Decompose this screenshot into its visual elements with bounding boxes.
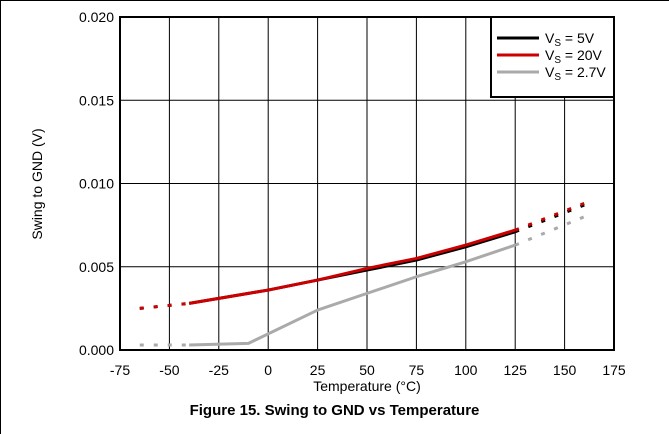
- plot-border: [119, 16, 615, 351]
- x-axis-title: Temperature (°C): [313, 378, 421, 394]
- legend-box: [490, 16, 615, 98]
- series-line: [189, 243, 516, 347]
- swing-to-gnd-chart: -75 -50 -25 0 25 50 75 100 125 150 175 0.0000.0050…: [29, 9, 626, 394]
- x-tick-label: 150: [553, 362, 577, 378]
- x-tick-label: 25: [310, 362, 326, 378]
- frame-left-border: [0, 0, 1, 434]
- y-tick-label: 0.015: [79, 92, 114, 108]
- y-tick-label: 0.010: [79, 176, 114, 192]
- y-tick-label: 0.000: [79, 342, 114, 358]
- series-1: [139, 200, 589, 310]
- x-tick-label: 125: [504, 362, 528, 378]
- legend-entry: VS = 5V: [545, 30, 595, 49]
- x-tick-label: 75: [409, 362, 425, 378]
- frame-top-border: [0, 0, 669, 1]
- figure-caption: Figure 15. Swing to GND vs Temperature: [189, 402, 480, 419]
- legend-entry: VS = 20V: [545, 47, 603, 66]
- x-tick-label: 0: [264, 362, 272, 378]
- x-tick-label: -75: [110, 362, 130, 378]
- series-lines: [139, 200, 589, 347]
- y-tick-labels: 0.000 0.005 0.010 0.015 0.020: [79, 9, 114, 358]
- legend-entry: VS = 2.7V: [545, 64, 606, 83]
- y-tick-label: 0.020: [79, 9, 114, 25]
- series-2: [139, 213, 589, 347]
- x-tick-label: -50: [159, 362, 179, 378]
- x-tick-label: 100: [454, 362, 478, 378]
- x-tick-label: 175: [602, 362, 626, 378]
- x-tick-labels: -75 -50 -25 0 25 50 75 100 125 150 175: [110, 362, 626, 378]
- y-axis-title: Swing to GND (V): [29, 128, 45, 239]
- x-tick-label: 50: [359, 362, 375, 378]
- series-line: [188, 228, 516, 305]
- x-tick-label: -25: [209, 362, 229, 378]
- y-tick-label: 0.005: [79, 259, 114, 275]
